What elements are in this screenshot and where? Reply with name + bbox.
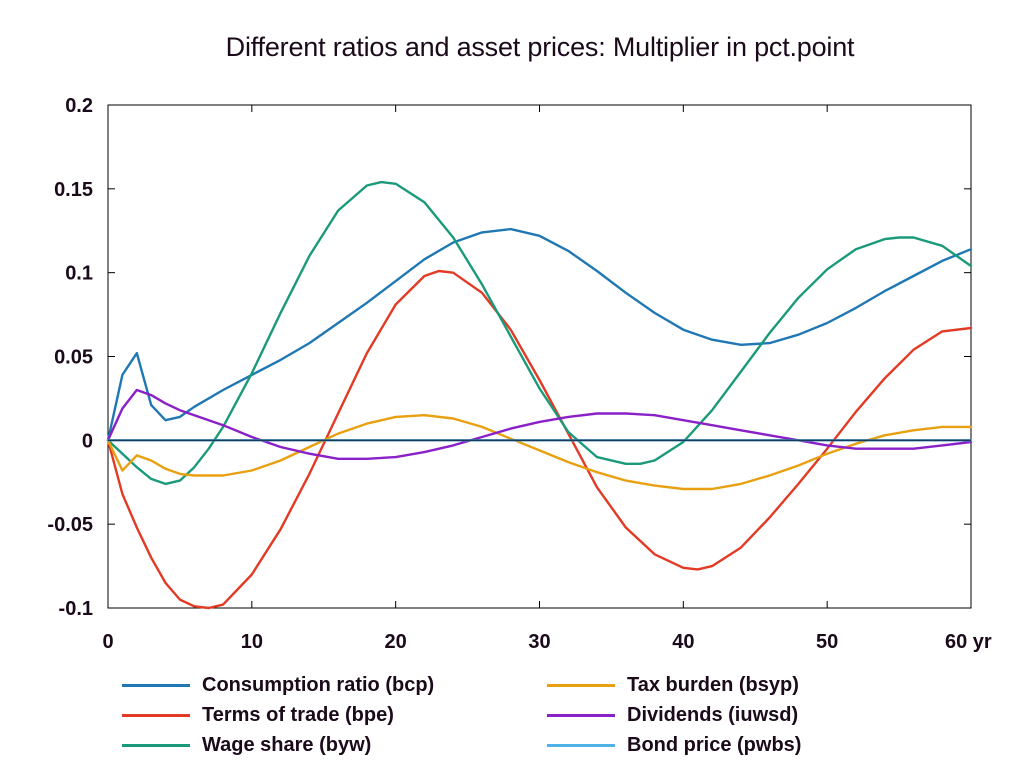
series-line-1 — [106, 227, 973, 442]
legend-swatch — [547, 713, 615, 717]
y-tick-label: 0.2 — [65, 95, 93, 117]
x-tick-label: 50 — [816, 631, 838, 653]
legend-label: Terms of trade (bpe) — [202, 703, 394, 726]
legend-swatch — [547, 683, 615, 687]
tick-labels: -0.1 -0.05 0 0.05 0.1 0.15 0.2 0 10 20 30 40 50 60 yr — [47, 95, 992, 653]
legend-swatch — [547, 743, 615, 747]
plot-frame — [107, 104, 972, 609]
y-tick-label: 0.15 — [54, 179, 93, 201]
legend-item: Terms of trade (bpe) — [122, 700, 394, 730]
legend-swatch — [122, 683, 190, 687]
x-tick-label: 40 — [672, 631, 694, 653]
series-line-5 — [106, 388, 973, 460]
y-tick-label: 0.1 — [65, 263, 93, 285]
legend-label: Wage share (byw) — [202, 733, 372, 756]
x-tick-label: 20 — [385, 631, 407, 653]
legend-label: Consumption ratio (bcp) — [202, 673, 435, 696]
x-tick-label: 30 — [528, 631, 550, 653]
series-line-2 — [106, 269, 973, 610]
x-tick-label: 10 — [241, 631, 263, 653]
legend-label: Bond price (pwbs) — [627, 733, 802, 756]
chart-title: Different ratios and asset prices: Multi… — [225, 32, 855, 62]
y-tick-label: -0.1 — [59, 598, 93, 620]
legend-swatch — [122, 713, 190, 717]
x-tick-label: 60 yr — [945, 631, 992, 653]
legend-swatch — [122, 743, 190, 747]
series-line-3 — [106, 180, 973, 486]
series-line-4 — [106, 414, 973, 491]
legend-label: Dividends (iuwsd) — [627, 703, 799, 726]
x-tick-label: 0 — [102, 631, 113, 653]
y-tick-label: 0 — [82, 430, 93, 452]
legend-label: Tax burden (bsyp) — [627, 673, 799, 696]
legend-item: Consumption ratio (bcp) — [122, 670, 434, 700]
legend-item: Dividends (iuwsd) — [547, 700, 798, 730]
plot-axes — [107, 104, 972, 609]
legend-item: Bond price (pwbs) — [547, 730, 801, 760]
series-layer — [106, 180, 973, 610]
legend-item: Tax burden (bsyp) — [547, 670, 799, 700]
y-tick-label: 0.05 — [54, 347, 93, 369]
legend-item: Wage share (byw) — [122, 730, 371, 760]
y-tick-label: -0.05 — [47, 514, 93, 536]
